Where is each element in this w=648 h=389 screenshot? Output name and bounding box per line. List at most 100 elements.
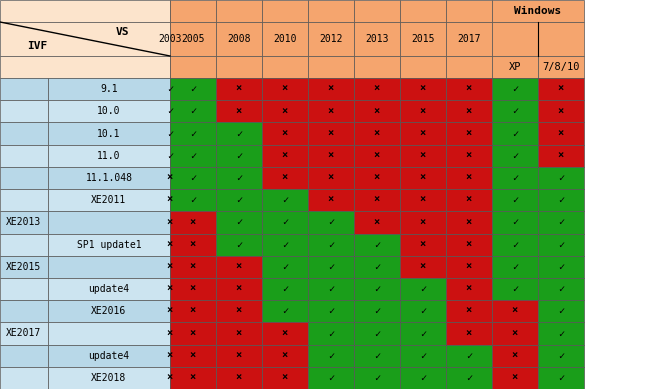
Bar: [446, 100, 492, 123]
Bar: [538, 22, 584, 56]
Bar: [308, 233, 354, 256]
Text: ×: ×: [374, 151, 380, 161]
Bar: [0, 345, 48, 367]
Text: ×: ×: [328, 173, 334, 183]
Bar: [262, 145, 308, 167]
Text: ✓: ✓: [236, 128, 242, 138]
Bar: [262, 56, 308, 78]
Bar: [170, 322, 216, 345]
Text: ✓: ✓: [167, 84, 173, 94]
Text: ✓: ✓: [420, 328, 426, 338]
Bar: [0, 123, 48, 145]
Bar: [308, 100, 354, 123]
Text: ×: ×: [190, 262, 196, 272]
Text: IVF: IVF: [27, 42, 47, 51]
Text: 2010: 2010: [273, 34, 297, 44]
Bar: [446, 278, 492, 300]
Bar: [400, 189, 446, 211]
Bar: [400, 300, 446, 322]
Text: ✓: ✓: [558, 306, 564, 316]
Text: ✓: ✓: [420, 350, 426, 361]
Bar: [216, 100, 262, 123]
Text: ✓: ✓: [190, 84, 196, 94]
Bar: [216, 167, 262, 189]
Text: ×: ×: [512, 350, 518, 361]
Bar: [48, 278, 170, 300]
Text: ✓: ✓: [512, 106, 518, 116]
Bar: [354, 189, 400, 211]
Bar: [538, 300, 584, 322]
Bar: [538, 345, 584, 367]
Bar: [48, 167, 170, 189]
Bar: [400, 56, 446, 78]
Bar: [308, 78, 354, 100]
Bar: [0, 0, 170, 22]
Bar: [216, 278, 262, 300]
Text: ×: ×: [190, 373, 196, 383]
Text: ✓: ✓: [466, 373, 472, 383]
Text: ✓: ✓: [558, 217, 564, 228]
Text: ×: ×: [512, 373, 518, 383]
Bar: [446, 256, 492, 278]
Bar: [216, 22, 262, 56]
Text: ×: ×: [466, 217, 472, 228]
Bar: [262, 322, 308, 345]
Text: ✓: ✓: [466, 350, 472, 361]
Bar: [170, 22, 216, 56]
Text: ✓: ✓: [558, 173, 564, 183]
Bar: [400, 100, 446, 123]
Bar: [308, 345, 354, 367]
Text: ✓: ✓: [282, 217, 288, 228]
Bar: [492, 300, 538, 322]
Text: ✓: ✓: [512, 217, 518, 228]
Text: ×: ×: [374, 84, 380, 94]
Bar: [262, 167, 308, 189]
Text: ×: ×: [190, 284, 196, 294]
Text: ×: ×: [466, 328, 472, 338]
Bar: [170, 278, 216, 300]
Bar: [170, 78, 216, 100]
Text: ✓: ✓: [328, 328, 334, 338]
Text: ✓: ✓: [282, 240, 288, 250]
Bar: [492, 167, 538, 189]
Bar: [216, 0, 262, 22]
Text: ×: ×: [282, 350, 288, 361]
Bar: [446, 22, 492, 56]
Bar: [354, 56, 400, 78]
Bar: [354, 167, 400, 189]
Text: ×: ×: [167, 373, 173, 383]
Text: ✓: ✓: [558, 240, 564, 250]
Bar: [308, 256, 354, 278]
Bar: [48, 367, 170, 389]
Bar: [354, 145, 400, 167]
Text: ×: ×: [512, 328, 518, 338]
Text: ✓: ✓: [558, 328, 564, 338]
Bar: [170, 345, 216, 367]
Bar: [446, 189, 492, 211]
Bar: [0, 278, 48, 300]
Bar: [538, 322, 584, 345]
Text: ×: ×: [328, 128, 334, 138]
Text: ×: ×: [420, 262, 426, 272]
Text: ×: ×: [282, 173, 288, 183]
Bar: [0, 367, 48, 389]
Text: ×: ×: [167, 328, 173, 338]
Bar: [262, 233, 308, 256]
Bar: [538, 123, 584, 145]
Text: ×: ×: [466, 262, 472, 272]
Bar: [308, 56, 354, 78]
Bar: [48, 100, 170, 123]
Text: ✓: ✓: [236, 173, 242, 183]
Text: ✓: ✓: [558, 195, 564, 205]
Text: ✓: ✓: [236, 217, 242, 228]
Bar: [170, 256, 216, 278]
Bar: [170, 56, 216, 78]
Text: 7/8/10: 7/8/10: [542, 62, 580, 72]
Text: ×: ×: [558, 84, 564, 94]
Text: ×: ×: [374, 195, 380, 205]
Text: ×: ×: [420, 195, 426, 205]
Bar: [308, 322, 354, 345]
Text: ×: ×: [190, 217, 196, 228]
Text: ✓: ✓: [512, 240, 518, 250]
Bar: [538, 233, 584, 256]
